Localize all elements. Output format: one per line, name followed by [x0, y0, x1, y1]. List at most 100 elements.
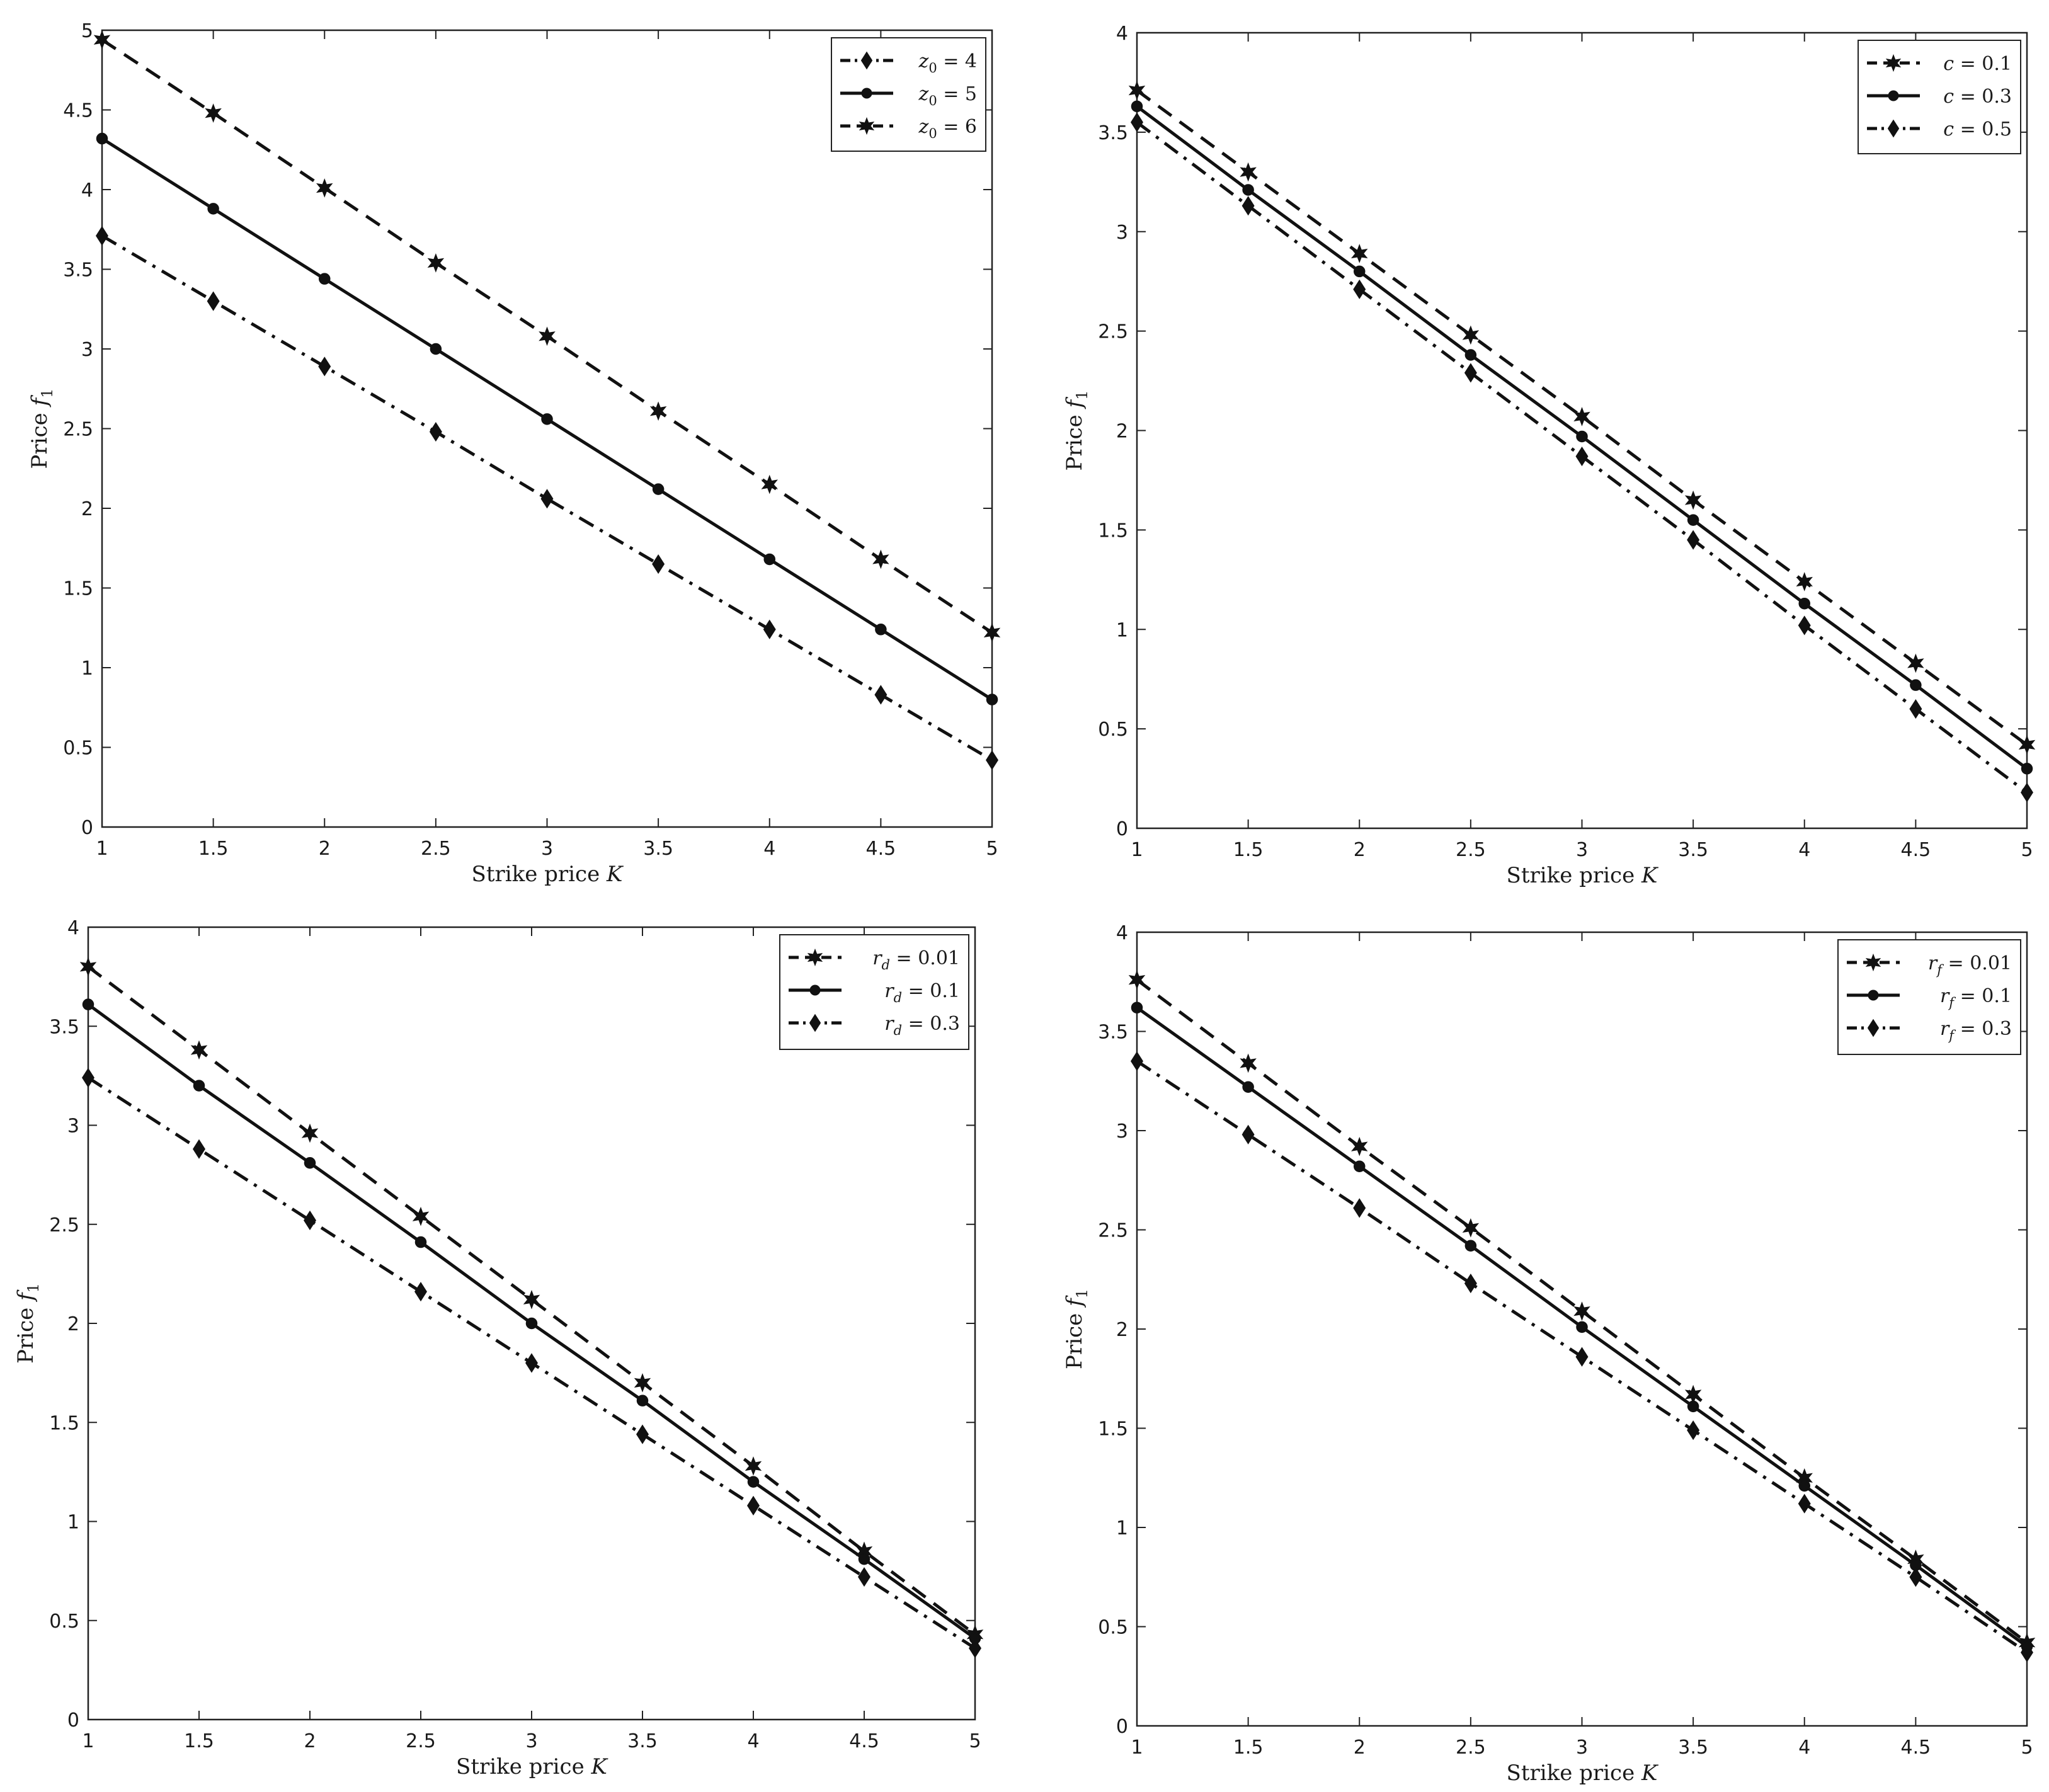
data-point: [1576, 1321, 1588, 1333]
data-point: [207, 203, 219, 215]
y-tick-label: 4.5: [63, 100, 93, 122]
legend-label-z0-6-subscript: 0: [928, 126, 937, 141]
x-tick-label: 3.5: [1678, 839, 1708, 861]
y-tick-label: 3.5: [1098, 1022, 1128, 1044]
data-point: [541, 413, 553, 425]
x-axis-label-text: Strike price: [472, 862, 607, 887]
data-point: [636, 1424, 649, 1444]
data-point: [523, 1289, 540, 1310]
legend-label-c-0-3: c = 0.3: [1943, 86, 2012, 108]
series-z0-5: [96, 132, 998, 705]
legend-marker-rd-0-01: [807, 948, 823, 967]
series-rf-0-01: [1128, 970, 2036, 1653]
x-axis-label-symbol: K: [606, 862, 624, 887]
y-tick-label: 4: [1116, 23, 1128, 45]
y-tick-label: 0: [81, 817, 93, 839]
legend-label-rd-0-3-symbol: r: [884, 1013, 894, 1035]
data-point: [1687, 1420, 1700, 1441]
data-point: [761, 474, 779, 494]
data-point: [193, 1080, 205, 1092]
legend-label-z0-5: z0 = 5: [918, 83, 977, 108]
x-tick-label: 1: [82, 1730, 94, 1752]
x-tick-label: 5: [969, 1730, 981, 1752]
data-point: [1464, 363, 1477, 383]
y-tick-label: 3.5: [63, 260, 93, 282]
x-tick-label: 5: [2021, 1737, 2033, 1759]
legend-label-c-0-5: c = 0.5: [1943, 118, 2012, 140]
legend-label-rf-0-1-value: = 0.1: [1954, 985, 2012, 1007]
data-point: [1687, 530, 1700, 550]
x-axis-label: Strike price K: [1507, 1761, 1659, 1786]
legend-label-c-0-3-value: = 0.3: [1954, 86, 2012, 108]
legend-label-rd-0-1: rd = 0.1: [884, 980, 960, 1005]
y-tick-label: 2: [81, 498, 93, 520]
series-rd-0-3: [82, 1068, 981, 1658]
data-point: [1131, 100, 1143, 113]
data-point: [1575, 1347, 1589, 1367]
x-axis-label-text: Strike price: [456, 1754, 591, 1779]
legend-marker-c-0-1: [1885, 54, 1902, 72]
y-tick-label: 0.5: [63, 738, 93, 760]
y-tick-label: 4: [81, 180, 93, 202]
x-tick-label: 3.5: [643, 838, 673, 860]
y-tick-label: 1: [1116, 1517, 1128, 1539]
x-tick-label: 2.5: [1456, 1737, 1486, 1759]
legend-marker-c-0-5: [1887, 119, 1900, 138]
x-axis-label-symbol: K: [1641, 1761, 1659, 1786]
x-tick-label: 3: [541, 838, 553, 860]
data-point: [1576, 430, 1588, 443]
data-point: [1462, 325, 1480, 345]
data-point: [82, 1068, 94, 1088]
legend-marker-rf-0-1: [1868, 990, 1879, 1001]
legend-marker-rd-0-1: [809, 984, 821, 996]
data-point: [96, 225, 108, 246]
legend-label-z0-5-subscript: 0: [928, 93, 937, 108]
legend-label-z0-5-value: = 5: [937, 83, 977, 105]
data-point: [1575, 446, 1589, 467]
y-tick-label: 3.5: [49, 1016, 79, 1038]
data-point: [1464, 1240, 1477, 1252]
x-tick-label: 1.5: [1233, 1737, 1264, 1759]
legend-label-rd-0-1-subscript: d: [894, 990, 902, 1005]
data-point: [986, 750, 998, 770]
legend-label-rf-0-1-subscript: f: [1948, 995, 1956, 1010]
data-point: [763, 619, 776, 639]
x-tick-label: 2: [1354, 839, 1366, 861]
data-point: [1240, 1053, 1257, 1073]
legend: c = 0.1c = 0.3c = 0.5: [1858, 40, 2021, 154]
data-point: [986, 693, 998, 705]
x-axis-label: Strike price K: [1507, 863, 1659, 888]
data-point: [1909, 699, 1922, 719]
x-tick-label: 2.5: [1456, 839, 1486, 861]
x-tick-label: 2: [304, 1730, 316, 1752]
data-point: [1353, 279, 1366, 299]
x-tick-label: 3.5: [627, 1730, 658, 1752]
data-point: [1354, 1160, 1366, 1172]
data-point: [1796, 572, 1813, 591]
legend-marker-z0-4: [860, 51, 873, 70]
legend-label-rf-0-01-symbol: r: [1928, 952, 1938, 974]
chart-panel-2: 1 1.5 2 2.5 3 3.5 4 4.5 5 0 0.5 1 1.5 2 2.5 3 3.5 4 Strike…: [1062, 23, 2036, 888]
data-point: [1240, 162, 1257, 182]
data-point: [1128, 81, 1146, 100]
data-point: [1687, 1400, 1699, 1413]
data-point: [79, 957, 97, 977]
legend-label-rd-0-3-value: = 0.3: [902, 1013, 960, 1035]
data-point: [207, 291, 220, 311]
data-point: [1573, 1301, 1590, 1321]
data-point: [205, 103, 222, 123]
y-tick-label: 2.5: [1098, 1220, 1128, 1242]
data-point: [539, 326, 556, 346]
data-point: [1131, 112, 1143, 132]
x-tick-label: 3: [1576, 1737, 1588, 1759]
legend-label-c-0-1-value: = 0.1: [1954, 53, 2012, 75]
data-point: [82, 998, 94, 1010]
x-tick-label: 4: [1798, 1737, 1810, 1759]
y-tick-label: 5: [81, 20, 93, 42]
data-point: [429, 421, 442, 442]
legend-label-rd-0-01: rd = 0.01: [872, 947, 960, 973]
data-point: [525, 1317, 538, 1330]
data-point: [1462, 1218, 1480, 1238]
data-point: [1353, 1198, 1366, 1218]
